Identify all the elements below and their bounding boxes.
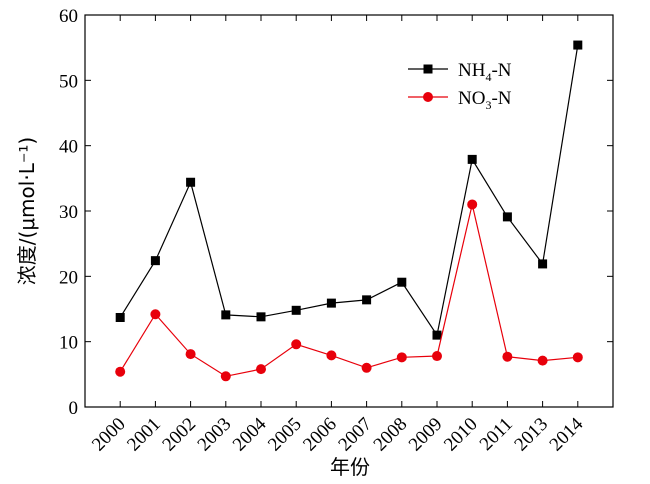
data-point	[326, 298, 336, 308]
legend-marker-no3	[423, 92, 433, 102]
y-axis-title: 浓度/(μmol·L⁻¹)	[15, 137, 39, 285]
y-tick-label: 30	[59, 202, 78, 223]
legend-label-no3: NO3-N	[458, 88, 512, 112]
x-tick-label: 2013	[510, 414, 552, 456]
data-point	[502, 212, 512, 222]
x-tick-label: 2007	[334, 414, 376, 456]
y-tick-label: 10	[59, 333, 78, 354]
x-tick-label: 2010	[440, 414, 482, 456]
data-point	[256, 364, 266, 375]
series-no3-n	[115, 199, 583, 382]
x-tick-label: 2009	[405, 414, 447, 456]
data-point	[186, 177, 196, 187]
legend-label-nh4: NH4-N	[458, 60, 512, 84]
series-line	[119, 45, 579, 337]
x-tick-label: 2001	[123, 414, 165, 456]
y-tick-label: 60	[59, 6, 78, 27]
y-tick-label: 0	[69, 398, 79, 419]
series-line	[119, 204, 578, 377]
y-tick-label: 20	[59, 267, 78, 288]
data-point	[572, 352, 583, 363]
data-point	[221, 310, 231, 320]
data-point	[467, 154, 477, 164]
legend-marker-nh4	[423, 64, 433, 74]
data-point	[291, 339, 302, 350]
data-point	[150, 256, 160, 266]
data-point	[362, 295, 372, 305]
x-tick-label: 2002	[158, 414, 200, 456]
x-tick-label: 2014	[546, 413, 588, 455]
data-point	[467, 199, 478, 210]
x-axis-title: 年份	[330, 455, 370, 479]
data-point	[115, 312, 125, 322]
data-point	[432, 330, 442, 340]
data-point	[537, 355, 548, 366]
plot-frame	[84, 14, 614, 408]
data-point	[361, 362, 372, 373]
data-point	[396, 352, 407, 363]
data-point	[432, 351, 442, 362]
x-axis: 2000200120022003200420052006200720082009…	[88, 15, 588, 455]
y-tick-label: 40	[59, 137, 78, 158]
x-tick-label: 2000	[88, 414, 130, 456]
data-point	[538, 259, 548, 269]
x-tick-label: 2004	[229, 413, 271, 455]
data-point	[326, 350, 337, 361]
x-tick-label: 2003	[194, 414, 236, 456]
data-point	[573, 40, 583, 50]
data-point	[291, 305, 301, 315]
data-point	[115, 366, 126, 377]
data-point	[150, 309, 161, 320]
y-tick-label: 50	[59, 71, 78, 92]
data-point	[220, 371, 231, 382]
data-point	[256, 312, 266, 322]
data-point	[397, 277, 407, 287]
x-tick-label: 2011	[476, 414, 517, 455]
y-axis: 0 10 20 30 40 50 60	[59, 6, 613, 419]
series-layer	[115, 40, 583, 382]
x-tick-label: 2006	[299, 414, 341, 456]
x-tick-label: 2008	[370, 414, 412, 456]
data-point	[185, 349, 196, 360]
series-nh4-n	[115, 40, 583, 340]
x-tick-label: 2005	[264, 414, 306, 456]
data-point	[502, 351, 513, 362]
legend: NH4-N NO3-N	[408, 60, 512, 112]
